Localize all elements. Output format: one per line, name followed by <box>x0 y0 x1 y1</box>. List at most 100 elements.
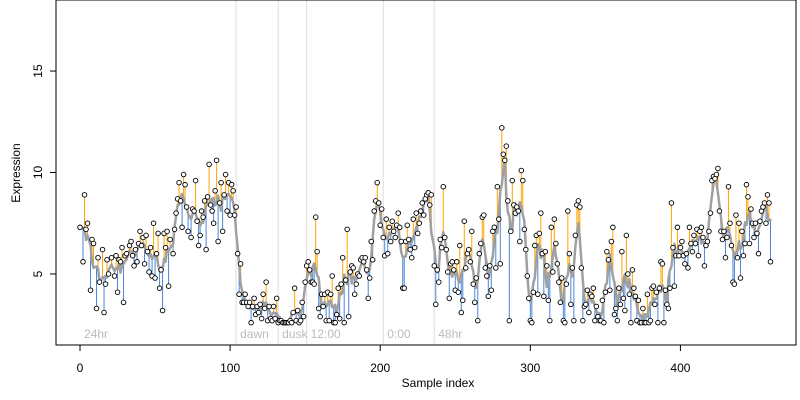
data-point <box>347 269 353 275</box>
data-point <box>404 222 410 229</box>
phase-label: dusk <box>282 327 308 341</box>
data-point <box>727 220 733 226</box>
data-point <box>506 317 513 324</box>
data-point <box>255 309 262 316</box>
data-point <box>478 240 484 247</box>
data-point <box>297 317 304 324</box>
data-point <box>378 206 385 212</box>
data-point <box>491 224 498 231</box>
data-point <box>739 228 745 235</box>
data-point <box>467 259 474 265</box>
data-point <box>734 254 741 261</box>
data-point <box>566 250 573 257</box>
data-points <box>77 125 774 326</box>
data-point <box>733 212 739 218</box>
data-point <box>95 254 101 261</box>
data-point <box>670 244 676 251</box>
data-point <box>137 228 143 235</box>
data-point <box>517 238 523 245</box>
data-point <box>314 248 320 255</box>
x-tick-label: 0 <box>77 361 84 375</box>
data-point <box>526 295 532 302</box>
data-point <box>306 267 313 273</box>
data-point <box>249 303 256 310</box>
data-point <box>230 188 236 194</box>
data-point <box>446 295 453 302</box>
data-point <box>575 198 582 204</box>
data-point <box>302 279 308 285</box>
data-point <box>401 285 407 291</box>
data-point <box>342 277 349 283</box>
data-point <box>374 179 380 186</box>
data-point <box>395 210 401 216</box>
data-point <box>509 177 516 184</box>
data-point <box>87 287 94 293</box>
data-point <box>589 293 595 300</box>
data-point <box>584 287 591 293</box>
x-tick-label: 200 <box>370 361 390 375</box>
data-point <box>408 254 415 261</box>
data-point <box>532 242 538 249</box>
data-point <box>329 273 335 279</box>
data-point <box>333 311 340 318</box>
data-point <box>129 252 136 259</box>
data-point <box>725 183 732 190</box>
data-point <box>221 192 227 198</box>
data-point <box>683 250 690 257</box>
data-point <box>440 183 447 190</box>
data-point <box>188 234 194 241</box>
data-point <box>535 291 541 298</box>
data-point <box>701 263 708 269</box>
data-point <box>551 216 558 222</box>
data-point <box>84 220 91 226</box>
data-point <box>114 289 121 295</box>
data-point <box>311 281 317 287</box>
data-point <box>737 275 744 281</box>
data-point <box>236 291 242 298</box>
data-point <box>443 246 450 253</box>
data-point <box>640 305 646 312</box>
data-point <box>494 183 501 190</box>
data-point <box>384 250 391 257</box>
data-point <box>108 254 115 261</box>
data-point <box>647 317 654 324</box>
data-point <box>344 226 350 233</box>
data-point <box>171 226 178 233</box>
data-point <box>449 259 456 265</box>
data-point <box>617 301 624 308</box>
data-point <box>731 281 738 287</box>
data-point <box>317 313 323 320</box>
data-point <box>695 252 702 259</box>
data-point <box>653 289 660 295</box>
data-point <box>662 287 669 293</box>
data-point <box>602 289 609 295</box>
data-point <box>515 208 522 214</box>
data-point <box>155 230 161 237</box>
data-point <box>554 261 561 267</box>
data-point <box>353 281 359 287</box>
data-point <box>213 157 220 164</box>
data-point <box>499 125 505 131</box>
data-point <box>497 261 504 267</box>
data-point <box>728 242 735 249</box>
data-point <box>767 259 774 265</box>
data-point <box>521 226 528 233</box>
data-point <box>371 208 377 214</box>
data-point <box>524 273 531 279</box>
data-point <box>439 244 445 251</box>
data-point <box>593 303 600 310</box>
data-point <box>761 200 768 206</box>
data-point <box>629 267 636 273</box>
data-point <box>751 234 757 241</box>
data-point <box>386 224 392 231</box>
data-point <box>541 293 547 300</box>
data-point <box>380 234 386 241</box>
data-point <box>611 311 618 318</box>
data-point <box>390 228 397 235</box>
data-point <box>661 319 667 326</box>
data-point <box>604 248 610 255</box>
data-point <box>472 299 478 306</box>
data-point <box>556 279 562 285</box>
data-point <box>195 242 202 249</box>
data-point <box>451 267 457 273</box>
